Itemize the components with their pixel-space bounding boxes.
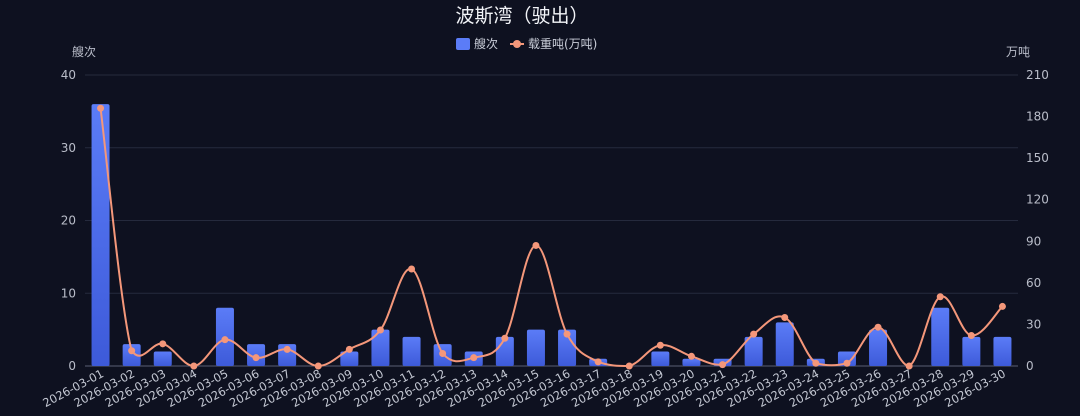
bar[interactable]: [775, 322, 794, 366]
bar[interactable]: [558, 329, 577, 366]
grid: [85, 74, 1018, 367]
bar[interactable]: [837, 351, 856, 366]
legend[interactable]: 艘次 载重吨(万吨): [456, 36, 597, 51]
right-axis: 0 30 60 90 120 150 180 210: [1026, 68, 1049, 373]
line-point[interactable]: [128, 347, 136, 355]
left-tick-label: 20: [61, 214, 76, 228]
line-point[interactable]: [439, 350, 447, 358]
line-point[interactable]: [97, 104, 105, 112]
x-axis: 2026-03-012026-03-022026-03-032026-03-04…: [40, 366, 1007, 410]
left-axis: 0 10 20 30 40: [61, 68, 76, 373]
bar[interactable]: [993, 336, 1012, 366]
bar[interactable]: [153, 351, 172, 366]
bar[interactable]: [340, 351, 359, 366]
bar-series: [91, 104, 1012, 366]
line-point[interactable]: [874, 323, 882, 331]
line-point[interactable]: [408, 265, 416, 273]
line-point[interactable]: [719, 361, 727, 369]
bar[interactable]: [91, 104, 110, 366]
left-tick-label: 30: [61, 141, 76, 155]
line-point[interactable]: [687, 352, 695, 360]
bar[interactable]: [962, 336, 981, 366]
right-tick-label: 90: [1026, 234, 1041, 248]
line-point[interactable]: [750, 330, 758, 338]
legend-line-marker[interactable]: [513, 40, 521, 48]
left-tick-label: 0: [68, 359, 76, 373]
line-point[interactable]: [905, 362, 913, 370]
bar[interactable]: [371, 329, 390, 366]
line-point[interactable]: [190, 362, 198, 370]
line-point[interactable]: [252, 354, 260, 362]
right-tick-label: 60: [1026, 276, 1041, 290]
right-tick-label: 210: [1026, 68, 1049, 82]
bar[interactable]: [651, 351, 670, 366]
bar[interactable]: [744, 336, 763, 366]
line-point[interactable]: [594, 358, 602, 366]
line-point[interactable]: [656, 341, 664, 349]
line-point[interactable]: [532, 241, 540, 249]
line-point[interactable]: [843, 359, 851, 367]
right-tick-label: 120: [1026, 193, 1049, 207]
bar[interactable]: [869, 329, 888, 366]
line-point[interactable]: [159, 340, 167, 348]
line-point[interactable]: [314, 362, 322, 370]
left-tick-label: 40: [61, 68, 76, 82]
line-point[interactable]: [345, 345, 353, 353]
left-axis-name: 艘次: [72, 44, 96, 59]
legend-line-label[interactable]: 载重吨(万吨): [528, 37, 597, 51]
right-tick-label: 150: [1026, 151, 1049, 165]
line-point[interactable]: [967, 332, 975, 340]
line-point[interactable]: [470, 354, 478, 362]
right-axis-name: 万吨: [1006, 45, 1030, 59]
left-tick-label: 10: [61, 286, 76, 300]
line-point[interactable]: [221, 336, 229, 344]
bar[interactable]: [526, 329, 545, 366]
line-series: [97, 104, 1006, 370]
bar[interactable]: [931, 307, 950, 366]
line-point[interactable]: [283, 345, 291, 353]
line-point[interactable]: [376, 326, 384, 334]
line-point[interactable]: [625, 362, 633, 370]
line-point[interactable]: [936, 293, 944, 301]
line-point[interactable]: [812, 359, 820, 367]
legend-bar-label[interactable]: 艘次: [474, 36, 498, 51]
right-tick-label: 30: [1026, 317, 1041, 331]
line-point[interactable]: [998, 302, 1006, 310]
bar[interactable]: [122, 344, 141, 366]
bar[interactable]: [402, 336, 421, 366]
right-tick-label: 0: [1026, 359, 1034, 373]
right-tick-label: 180: [1026, 110, 1049, 124]
line-point[interactable]: [501, 334, 509, 342]
series-line: [99, 108, 1004, 368]
bar[interactable]: [682, 358, 701, 366]
legend-bar-swatch[interactable]: [456, 38, 470, 50]
chart-title: 波斯湾（驶出）: [455, 5, 588, 27]
line-point[interactable]: [563, 330, 571, 338]
line-point[interactable]: [781, 314, 789, 321]
